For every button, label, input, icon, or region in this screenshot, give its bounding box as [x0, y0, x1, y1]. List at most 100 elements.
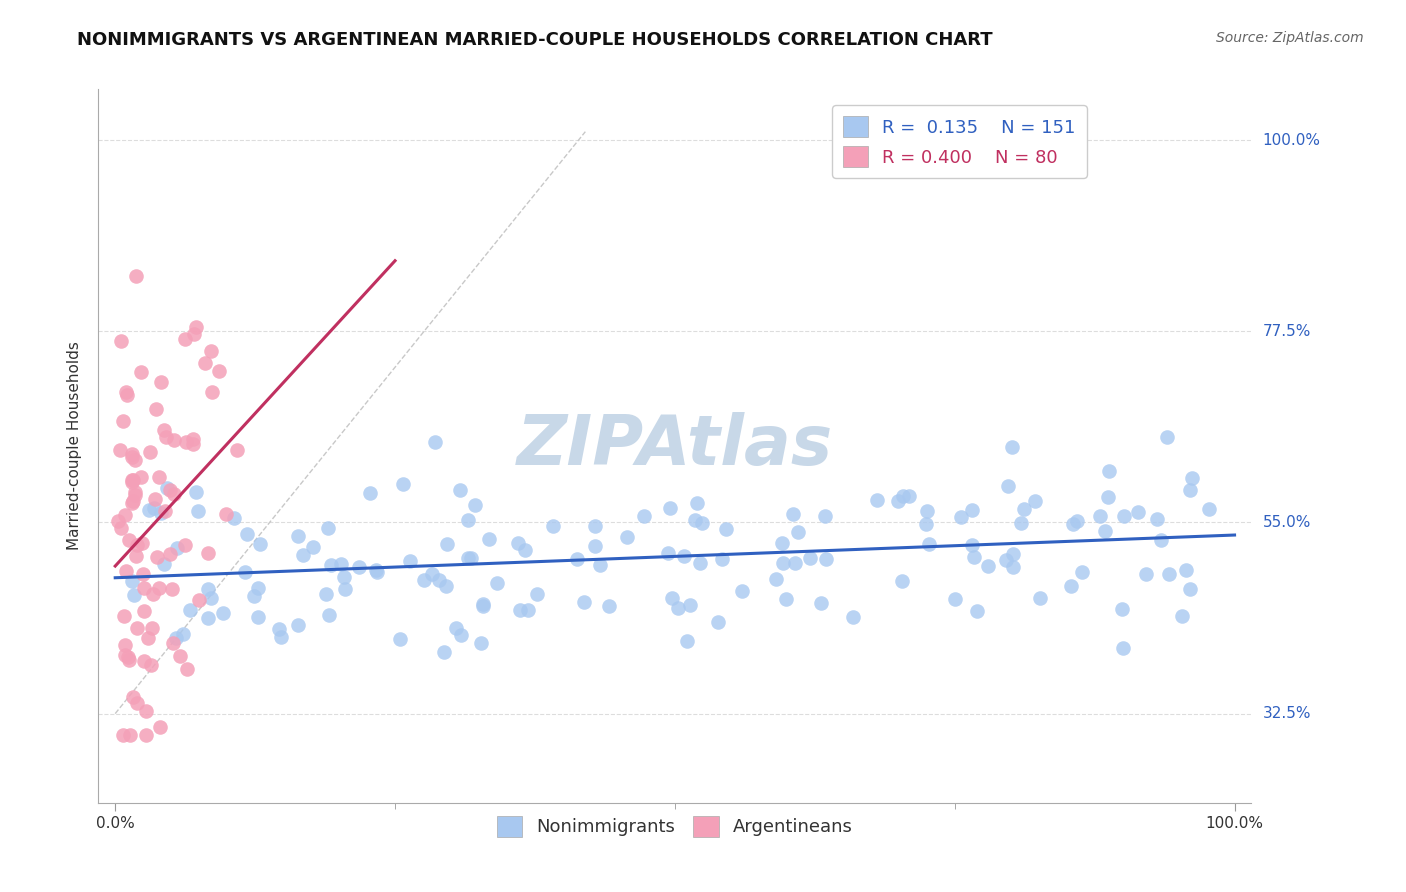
Point	[136, 632, 159, 646]
Point	[115, 387, 138, 401]
Point	[349, 560, 371, 574]
Point	[150, 375, 173, 389]
Point	[246, 581, 269, 595]
Point	[187, 593, 209, 607]
Point	[1071, 565, 1094, 579]
Point	[179, 603, 201, 617]
Point	[583, 539, 606, 553]
Point	[139, 445, 162, 459]
Point	[1001, 547, 1024, 561]
Point	[515, 542, 537, 557]
Point	[132, 654, 155, 668]
Point	[891, 489, 914, 503]
Point	[707, 615, 730, 630]
Point	[120, 728, 142, 742]
Point	[366, 562, 388, 576]
Point	[1066, 514, 1088, 528]
Point	[842, 610, 865, 624]
Point	[1098, 464, 1121, 478]
Point	[118, 653, 141, 667]
Point	[197, 611, 219, 625]
Point	[315, 587, 337, 601]
Point	[1150, 533, 1173, 548]
Legend: Nonimmigrants, Argentineans: Nonimmigrants, Argentineans	[489, 808, 860, 844]
Point	[108, 442, 131, 457]
Point	[413, 574, 436, 588]
Point	[1111, 602, 1133, 616]
Point	[134, 604, 156, 618]
Point	[689, 556, 711, 570]
Point	[184, 320, 207, 334]
Point	[890, 574, 912, 588]
Point	[915, 516, 938, 531]
Point	[616, 530, 638, 544]
Point	[460, 550, 482, 565]
Point	[775, 592, 797, 607]
Point	[114, 564, 136, 578]
Point	[159, 483, 181, 497]
Point	[112, 608, 135, 623]
Point	[166, 541, 188, 556]
Point	[388, 632, 411, 647]
Point	[478, 532, 501, 546]
Point	[142, 587, 165, 601]
Point	[1178, 582, 1201, 597]
Point	[1002, 560, 1025, 574]
Point	[114, 648, 136, 663]
Point	[446, 621, 468, 635]
Point	[121, 450, 143, 464]
Point	[731, 584, 754, 599]
Point	[679, 598, 702, 612]
Point	[117, 650, 139, 665]
Point	[782, 507, 804, 521]
Point	[399, 554, 422, 568]
Point	[114, 385, 136, 400]
Point	[633, 508, 655, 523]
Point	[124, 484, 146, 499]
Text: 100.0%: 100.0%	[1263, 133, 1320, 148]
Point	[814, 552, 837, 566]
Point	[1001, 440, 1024, 454]
Point	[359, 486, 381, 500]
Point	[783, 556, 806, 570]
Point	[200, 344, 222, 359]
Point	[302, 540, 325, 554]
Point	[143, 491, 166, 506]
Point	[960, 537, 983, 551]
Point	[236, 527, 259, 541]
Point	[153, 504, 176, 518]
Point	[1088, 508, 1111, 523]
Point	[1159, 567, 1181, 582]
Point	[318, 608, 340, 623]
Point	[146, 550, 169, 565]
Point	[433, 645, 456, 659]
Point	[121, 574, 143, 588]
Point	[187, 503, 209, 517]
Point	[112, 414, 135, 428]
Point	[121, 495, 143, 509]
Point	[657, 546, 679, 560]
Point	[1180, 483, 1202, 497]
Point	[110, 521, 132, 535]
Point	[509, 603, 531, 617]
Point	[449, 483, 471, 497]
Point	[122, 473, 145, 487]
Point	[215, 507, 238, 521]
Point	[143, 500, 166, 515]
Point	[526, 587, 548, 601]
Point	[436, 537, 458, 551]
Point	[159, 547, 181, 561]
Point	[799, 550, 821, 565]
Point	[107, 514, 129, 528]
Point	[114, 639, 136, 653]
Point	[997, 479, 1019, 493]
Point	[174, 434, 197, 449]
Point	[269, 622, 291, 636]
Point	[111, 728, 134, 742]
Point	[135, 728, 157, 742]
Point	[118, 533, 141, 548]
Point	[197, 582, 219, 597]
Point	[565, 551, 588, 566]
Point	[943, 591, 966, 606]
Text: Source: ZipAtlas.com: Source: ZipAtlas.com	[1216, 31, 1364, 45]
